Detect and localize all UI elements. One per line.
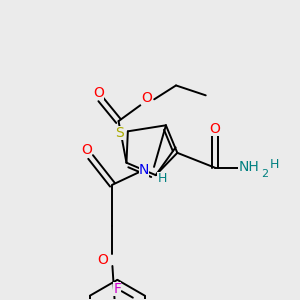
Text: S: S [116,126,124,140]
Text: O: O [81,143,92,157]
Text: H: H [270,158,279,171]
Text: O: O [209,122,220,136]
Text: N: N [139,163,149,177]
Text: H: H [157,172,167,185]
Text: O: O [141,91,152,105]
Text: O: O [93,86,104,100]
Text: O: O [97,253,108,267]
Text: 2: 2 [261,169,268,178]
Text: F: F [113,282,122,296]
Text: NH: NH [238,160,259,174]
